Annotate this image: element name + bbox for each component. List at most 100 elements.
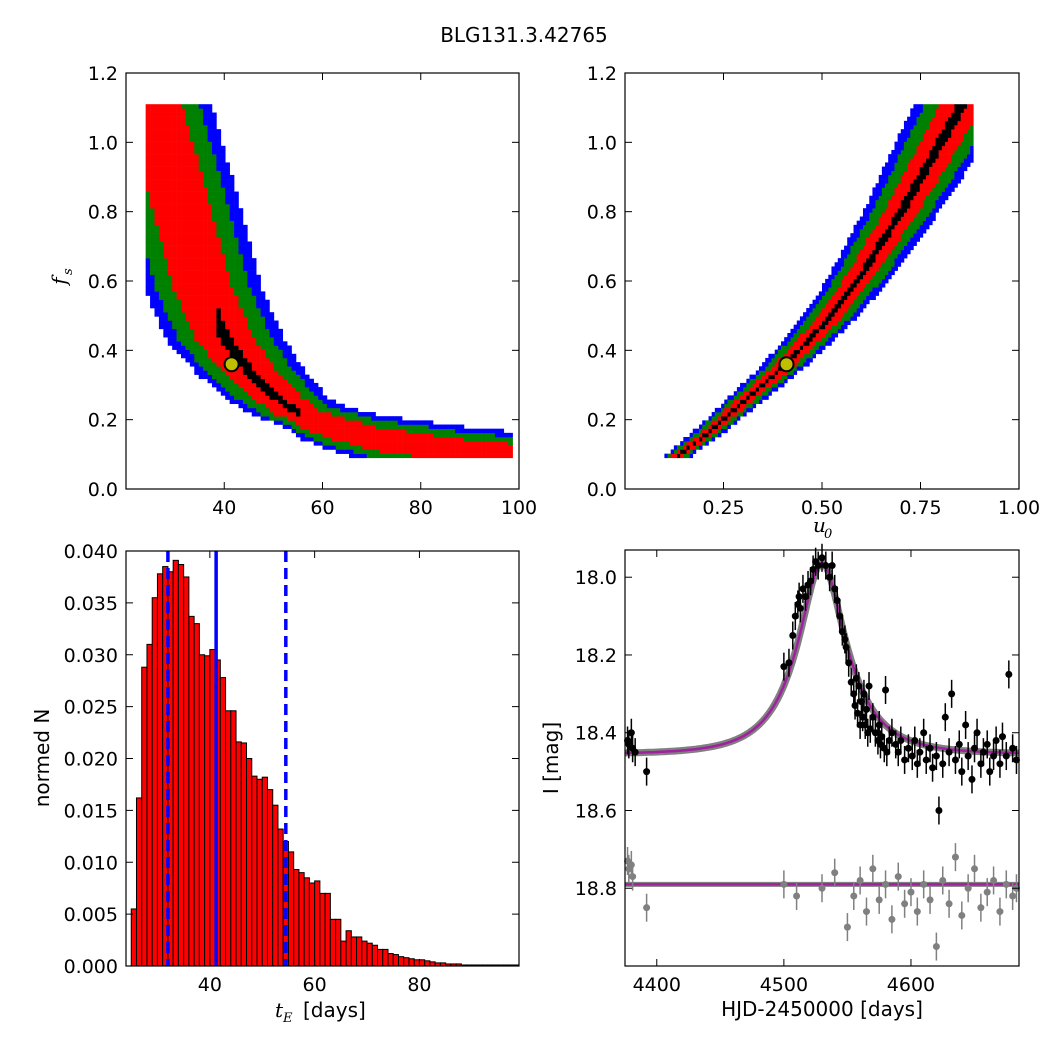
panel-fs-u0-cell: [938, 191, 943, 197]
panel-fs-te-cell: [424, 449, 429, 454]
panel-fs-te-cell: [282, 424, 288, 429]
panel-lightcurve-residual-point: [894, 873, 902, 881]
panel-fs-te-cell: [251, 345, 257, 350]
panel-fs-te-cell: [167, 278, 173, 284]
panel-fs-u0-cell: [938, 120, 943, 126]
panel-fs-te-cell: [198, 233, 204, 238]
panel-fs-te-cell: [216, 179, 222, 184]
panel-fs-u0-cell: [799, 324, 804, 330]
panel-fs-te-cell: [260, 328, 266, 334]
panel-fs-te-cell: [145, 249, 151, 255]
panel-fs-te-cell: [167, 174, 173, 180]
panel-fs-u0-cell: [900, 195, 905, 201]
panel-fs-te-cell: [176, 274, 182, 280]
panel-fs-te-cell: [163, 237, 169, 242]
panel-fs-te-cell: [181, 270, 186, 276]
panel-fs-te-cell: [273, 412, 279, 417]
panel-fs-te-cell: [194, 237, 200, 242]
panel-hist-bar: [240, 742, 248, 967]
panel-fs-te-cell: [194, 145, 200, 151]
panel-fs-te-cell: [459, 441, 465, 446]
panel-fs-te-cell: [172, 237, 177, 242]
panel-fs-u0-cell: [948, 145, 952, 151]
panel-fs-u0-cell: [822, 283, 826, 288]
panel-fs-te-cell: [189, 141, 195, 147]
panel-fs-te-cell: [353, 428, 359, 434]
panel-fs-u0-cell: [916, 174, 921, 180]
panel-fs-te-cell: [203, 208, 208, 213]
panel-fs-u0-cell: [878, 241, 883, 246]
panel-fs-u0-ticks: 0.25 0.50 0.75 1.000.00.20.40.60.81.01.2: [587, 63, 1040, 519]
panel-fs-u0-cell: [907, 129, 911, 134]
panel-fs-u0-cell: [935, 120, 939, 126]
panel-fs-te-cell: [318, 441, 323, 446]
panel-fs-te-cell: [185, 212, 191, 217]
panel-fs-te-cell: [313, 403, 319, 409]
panel-fs-u0-cell: [897, 149, 902, 155]
panel-fs-te-cell: [273, 362, 279, 367]
panel-fs-u0-cell: [803, 353, 807, 359]
panel-fs-te-cell: [167, 191, 173, 197]
panel-fs-u0-cell: [847, 237, 851, 242]
panel-fs-te-cell: [251, 262, 257, 267]
panel-fs-te-cell: [450, 453, 456, 459]
panel-fs-u0-cell: [941, 191, 946, 197]
panel-fs-u0-cell: [853, 278, 857, 284]
panel-fs-te-cell: [167, 112, 173, 117]
panel-fs-te-cell: [216, 370, 222, 375]
panel-fs-u0-cell: [910, 183, 914, 188]
panel-fs-u0-cell: [907, 216, 911, 221]
panel-fs-te-cell: [145, 158, 151, 163]
panel-fs-te-cell: [207, 370, 213, 375]
panel-fs-te-cell: [220, 374, 226, 380]
panel-fs-te-cell: [150, 137, 155, 142]
panel-fs-u0-cell: [812, 337, 816, 342]
panel-fs-te-cell: [216, 183, 222, 188]
panel-fs-u0-cell: [948, 166, 952, 172]
panel-fs-te-cell: [216, 249, 222, 255]
panel-fs-te-cell: [176, 166, 182, 172]
panel-fs-u0-xlabel-sub: 0: [824, 527, 832, 542]
panel-fs-te-cell: [176, 328, 182, 334]
panel-fs-u0-cell: [885, 253, 889, 259]
panel-fs-te-cell: [189, 116, 195, 122]
panel-fs-te-cell: [282, 357, 288, 363]
panel-fs-u0-cell: [935, 129, 939, 134]
panel-fs-te-cell: [211, 353, 217, 359]
panel-fs-u0-cell: [951, 108, 955, 113]
panel-fs-te-cell: [176, 258, 182, 263]
panel-fs-te-cell: [384, 432, 390, 438]
panel-fs-te-cell: [304, 395, 310, 400]
panel-fs-te-cell: [189, 308, 195, 313]
panel-fs-te-cell: [486, 445, 491, 450]
panel-fs-u0-cell: [935, 149, 939, 155]
panel-fs-u0-cell: [872, 274, 876, 280]
panel-fs-u0-cell: [847, 291, 851, 296]
panel-fs-u0-cell: [790, 341, 794, 346]
panel-fs-u0-cell: [941, 129, 946, 134]
panel-fs-te-cell: [185, 183, 191, 188]
panel-fs-u0-cell: [869, 233, 873, 238]
panel-lightcurve-data-point: [883, 748, 891, 756]
panel-fs-te-cell: [150, 141, 155, 147]
panel-fs-te-cell: [158, 299, 164, 305]
panel-fs-u0-cell: [818, 308, 823, 313]
panel-fs-u0-cell: [957, 125, 961, 130]
panel-fs-te-cell: [220, 308, 226, 313]
panel-fs-u0-cell: [847, 320, 851, 325]
panel-fs-u0-cell: [910, 108, 914, 113]
panel-fs-u0-cell: [695, 432, 700, 438]
panel-hist-bar: [392, 954, 399, 967]
panel-fs-te-cell: [318, 391, 323, 396]
panel-fs-te-cell: [203, 149, 208, 155]
panel-fs-u0-cell: [913, 158, 917, 163]
panel-fs-te-cell: [176, 237, 182, 242]
panel-fs-te-cell: [300, 395, 306, 400]
panel-fs-te-cell: [238, 216, 244, 221]
panel-fs-u0-cell: [885, 199, 889, 205]
panel-lightcurve-data-point: [796, 604, 804, 612]
panel-fs-te-cell: [154, 199, 160, 205]
panel-fs-te-cell: [238, 399, 244, 405]
panel-fs-te-cell: [234, 341, 239, 346]
panel-fs-te-plot: [145, 104, 513, 459]
